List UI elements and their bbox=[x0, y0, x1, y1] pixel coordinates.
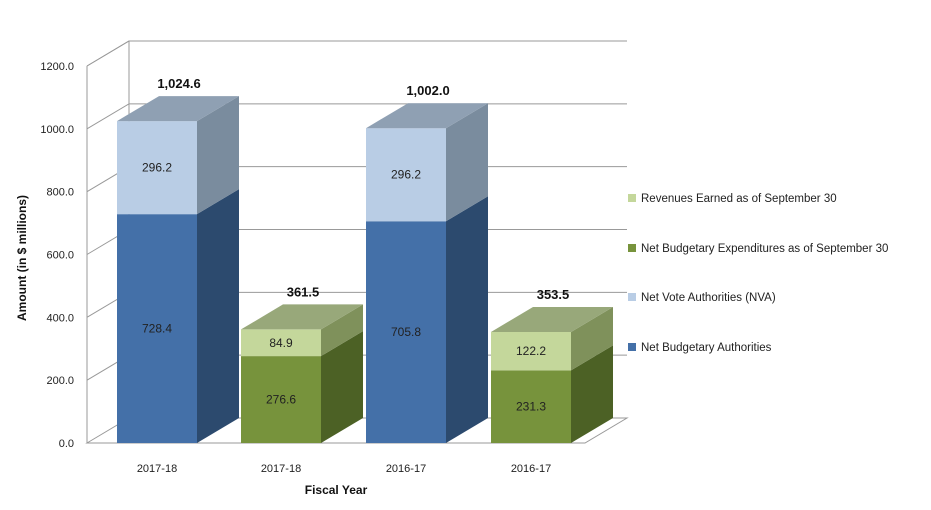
segment-value-label: 296.2 bbox=[142, 161, 172, 175]
bar-segment-front bbox=[491, 370, 571, 443]
y-tick-label: 600.0 bbox=[46, 250, 74, 262]
bar-1: 728.4 296.2 1,024.6 bbox=[117, 76, 239, 443]
segment-value-label: 296.2 bbox=[391, 168, 421, 182]
bar-segment-top bbox=[241, 304, 363, 330]
gridline bbox=[86, 40, 627, 67]
bar-segment-side bbox=[446, 103, 488, 222]
bar-segment-side bbox=[446, 196, 488, 443]
bar-segment-front bbox=[366, 128, 446, 222]
legend: Revenues Earned as of September 30 Net Bu… bbox=[628, 193, 888, 354]
segment-value-label: 705.8 bbox=[391, 325, 421, 339]
bars: 728.4 296.2 1,024.6 276.6 84.9 361.5 705.8 296.… bbox=[117, 76, 613, 443]
legend-label: Net Budgetary Authorities bbox=[641, 342, 772, 354]
segment-value-label: 231.3 bbox=[516, 400, 546, 414]
segment-value-label: 122.2 bbox=[516, 344, 546, 358]
bar-segment-top bbox=[491, 306, 613, 332]
bar-2: 276.6 84.9 361.5 bbox=[241, 284, 363, 443]
x-tick-label: 2017-18 bbox=[261, 463, 301, 475]
bar-segment-front bbox=[117, 214, 197, 443]
bar-4: 231.3 122.2 353.5 bbox=[491, 287, 613, 443]
y-tick-label: 1200.0 bbox=[40, 61, 74, 73]
y-axis-title: Amount (in $ millions) bbox=[15, 195, 29, 321]
bar-segment-side bbox=[321, 331, 363, 443]
bar-segment-top bbox=[366, 103, 488, 129]
x-axis-ticks: 2017-18 2017-18 2016-17 2016-17 bbox=[137, 463, 551, 475]
bar-segment-front bbox=[491, 331, 571, 371]
legend-item: Net Vote Authorities (NVA) bbox=[628, 292, 776, 304]
legend-item: Net Budgetary Expenditures as of Septemb… bbox=[628, 243, 888, 255]
y-tick-label: 800.0 bbox=[46, 187, 74, 199]
x-tick-label: 2017-18 bbox=[137, 463, 177, 475]
bar-total-label: 353.5 bbox=[537, 287, 570, 302]
legend-item: Net Budgetary Authorities bbox=[628, 342, 772, 354]
segment-value-label: 84.9 bbox=[269, 336, 293, 350]
bar-segment-front bbox=[117, 121, 197, 215]
legend-label: Net Vote Authorities (NVA) bbox=[641, 292, 776, 304]
y-axis-ticks: 0.0 200.0 400.0 600.0 800.0 1000.0 1200.0 bbox=[40, 61, 74, 450]
bar-segment-front bbox=[241, 356, 321, 443]
bar-segment-top bbox=[117, 96, 239, 122]
segment-value-label: 276.6 bbox=[266, 393, 296, 407]
bar-total-label: 1,024.6 bbox=[157, 76, 200, 91]
bar-segment-side bbox=[321, 304, 363, 357]
legend-label: Net Budgetary Expenditures as of Septemb… bbox=[641, 243, 888, 255]
bar-segment-side bbox=[197, 96, 239, 215]
legend-item: Revenues Earned as of September 30 bbox=[628, 193, 837, 205]
legend-swatch bbox=[628, 293, 636, 301]
y-tick-label: 0.0 bbox=[59, 438, 74, 450]
legend-label: Revenues Earned as of September 30 bbox=[641, 193, 837, 205]
x-axis-title: Fiscal Year bbox=[305, 483, 368, 497]
bar-3: 705.8 296.2 1,002.0 bbox=[366, 83, 488, 443]
bar-segment-front bbox=[366, 221, 446, 443]
legend-swatch bbox=[628, 244, 636, 252]
legend-swatch bbox=[628, 343, 636, 351]
y-tick-label: 400.0 bbox=[46, 312, 74, 324]
segment-value-label: 728.4 bbox=[142, 322, 172, 336]
bar-segment-side bbox=[571, 306, 613, 371]
x-tick-label: 2016-17 bbox=[386, 463, 426, 475]
bar-segment-side bbox=[197, 189, 239, 443]
y-tick-label: 200.0 bbox=[46, 375, 74, 387]
y-tick-label: 1000.0 bbox=[40, 124, 74, 136]
legend-swatch bbox=[628, 194, 636, 202]
bar-segment-side bbox=[571, 345, 613, 443]
bar-total-label: 361.5 bbox=[287, 284, 320, 299]
x-tick-label: 2016-17 bbox=[511, 463, 551, 475]
bar-segment-front bbox=[241, 329, 321, 357]
bar-total-label: 1,002.0 bbox=[406, 83, 449, 98]
back-wall-top-edge bbox=[86, 40, 627, 67]
